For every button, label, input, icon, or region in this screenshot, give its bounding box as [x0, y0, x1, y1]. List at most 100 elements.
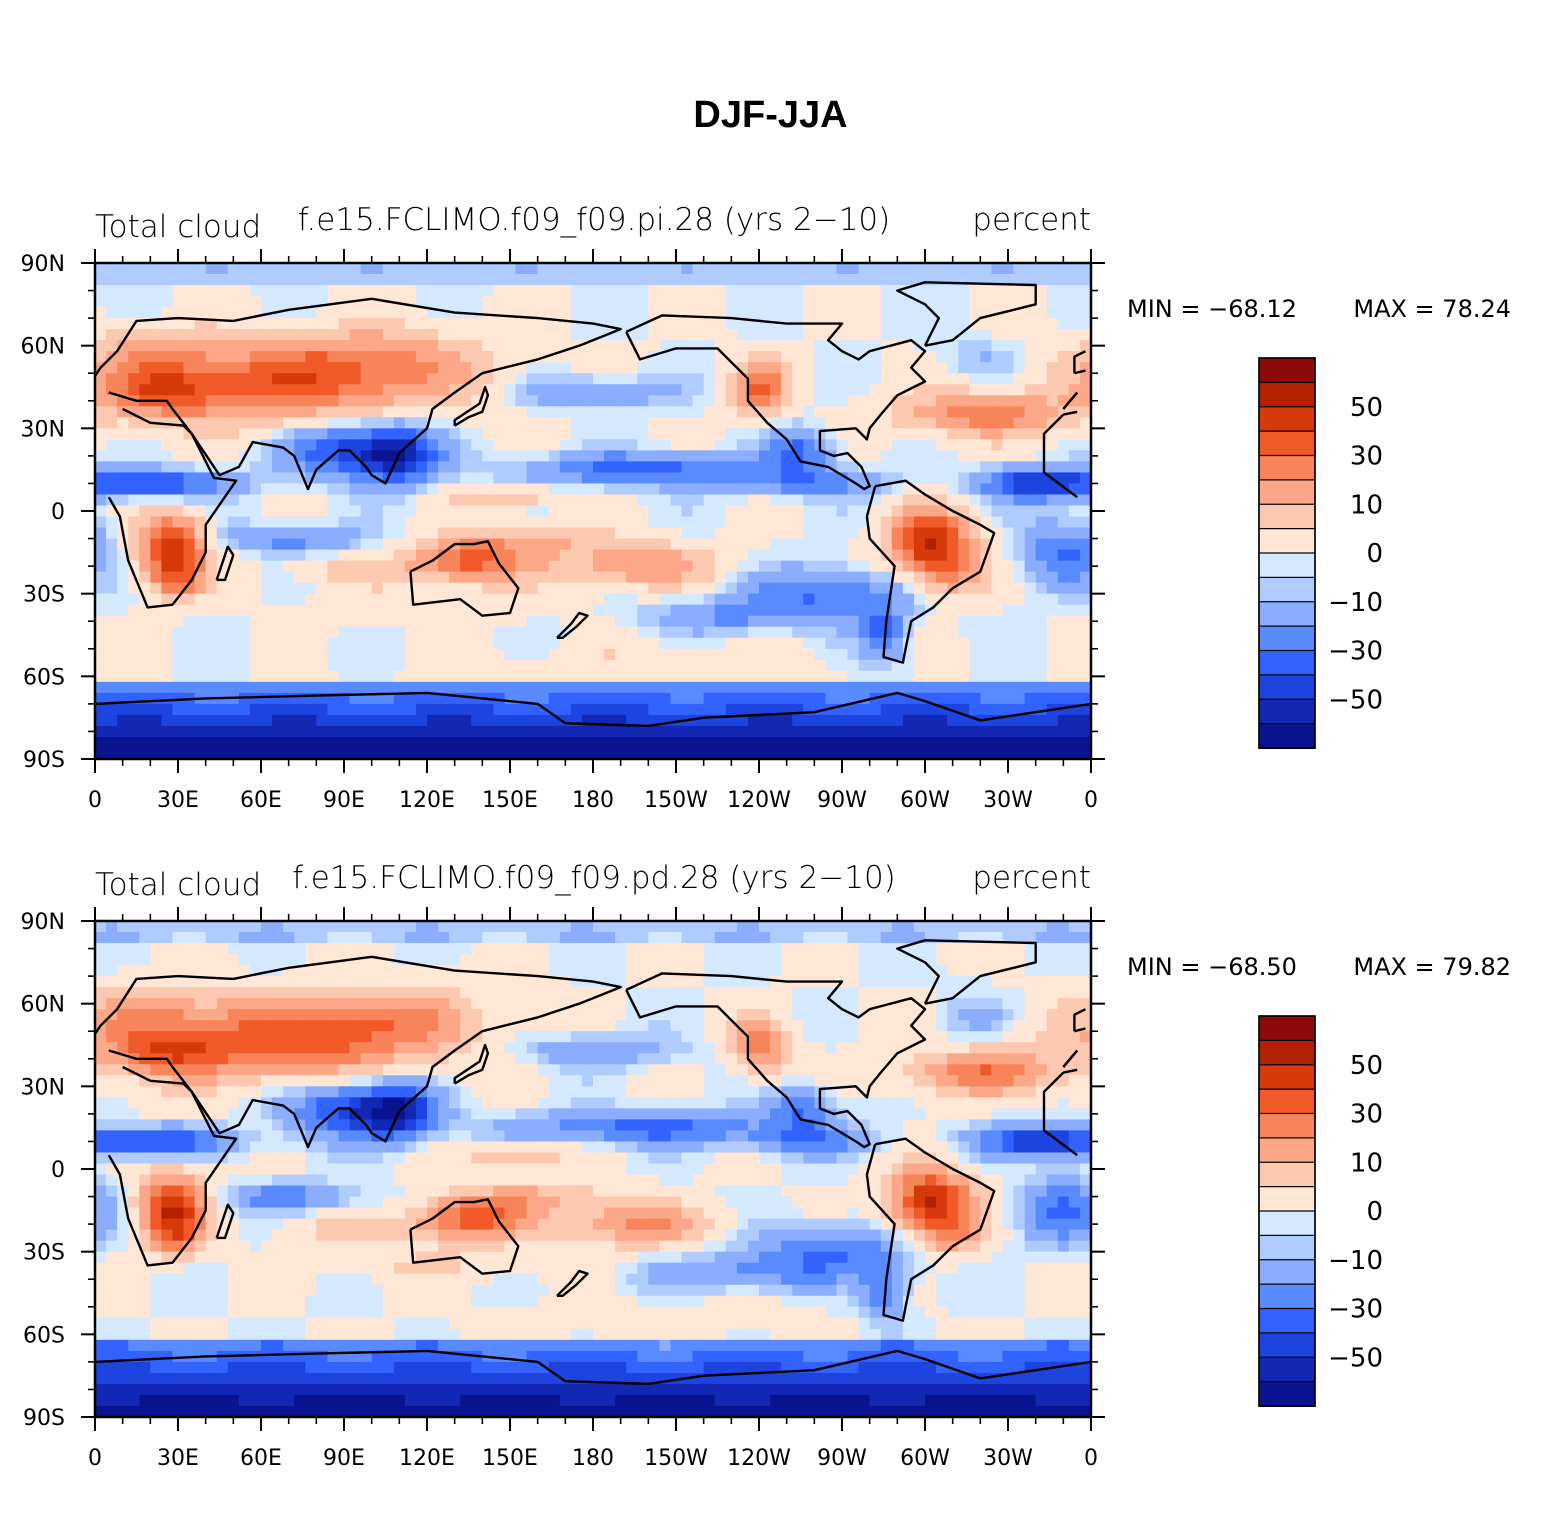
field-cell — [183, 494, 196, 507]
field-cell — [1035, 593, 1048, 606]
field-cell — [659, 714, 672, 727]
field-cell — [626, 593, 638, 606]
field-cell — [283, 637, 295, 650]
field-cell — [825, 395, 838, 407]
field-cell — [570, 406, 583, 418]
field-cell — [913, 593, 926, 606]
field-cell — [803, 615, 815, 628]
field-cell — [172, 648, 185, 661]
field-cell — [880, 747, 893, 759]
field-cell — [272, 976, 284, 988]
field-cell — [781, 681, 793, 694]
field-cell — [902, 527, 915, 540]
field-cell — [261, 943, 273, 955]
field-cell — [803, 626, 815, 639]
field-cell — [216, 943, 229, 955]
field-cell — [891, 296, 904, 308]
field-cell — [958, 648, 970, 661]
field-cell — [1079, 604, 1091, 617]
field-cell — [172, 274, 185, 286]
field-cell — [891, 274, 904, 286]
field-cell — [703, 362, 716, 374]
field-cell — [958, 571, 970, 584]
field-cell — [106, 747, 118, 759]
field-cell — [880, 527, 893, 540]
field-cell — [449, 582, 461, 595]
field-cell — [725, 648, 738, 661]
field-cell — [526, 747, 539, 759]
field-cell — [205, 307, 218, 319]
field-cell — [1024, 329, 1037, 341]
field-cell — [670, 505, 683, 518]
field-cell — [327, 538, 340, 551]
field-cell — [681, 263, 694, 275]
field-cell — [504, 406, 517, 418]
field-cell — [1046, 439, 1059, 451]
field-cell — [648, 472, 660, 485]
field-cell — [570, 604, 583, 617]
field-cell — [1068, 428, 1081, 440]
field-cell — [936, 406, 948, 418]
field-cell — [438, 943, 450, 955]
field-cell — [747, 648, 760, 661]
field-cell — [980, 527, 992, 540]
field-cell — [1013, 296, 1026, 308]
field-cell — [205, 395, 218, 407]
field-cell — [305, 373, 317, 385]
field-cell — [150, 549, 162, 562]
field-cell — [172, 461, 185, 474]
field-cell — [747, 274, 760, 286]
field-cell — [991, 921, 1004, 933]
field-cell — [880, 417, 893, 429]
field-cell — [891, 921, 904, 933]
field-cell — [1068, 943, 1081, 955]
field-cell — [980, 637, 992, 650]
field-cell — [714, 307, 727, 319]
field-cell — [1079, 439, 1091, 451]
field-cell — [360, 406, 373, 418]
field-cell — [205, 472, 218, 485]
field-cell — [183, 351, 196, 363]
field-cell — [626, 560, 638, 573]
field-cell — [526, 648, 539, 661]
field-cell — [714, 450, 727, 462]
field-cell — [316, 943, 328, 955]
field-cell — [238, 494, 251, 507]
field-cell — [161, 921, 174, 933]
field-cell — [714, 274, 727, 286]
field-cell — [515, 670, 528, 683]
field-cell — [1079, 494, 1091, 507]
field-cell — [958, 998, 970, 1010]
field-cell — [891, 692, 904, 705]
field-cell — [1024, 714, 1037, 727]
field-cell — [814, 494, 826, 507]
field-cell — [637, 725, 649, 738]
field-cell — [216, 274, 229, 286]
field-cell — [205, 626, 218, 639]
field-cell — [747, 318, 760, 330]
field-cell — [427, 604, 439, 617]
field-cell — [1035, 263, 1048, 275]
field-cell — [925, 582, 937, 595]
field-cell — [227, 538, 240, 551]
field-cell — [714, 747, 727, 759]
field-cell — [1057, 965, 1070, 977]
field-cell — [526, 340, 539, 352]
field-cell — [482, 395, 494, 407]
field-cell — [847, 725, 860, 738]
field-cell — [969, 921, 981, 933]
field-cell — [526, 670, 539, 683]
field-cell — [360, 505, 373, 518]
field-cell — [438, 604, 450, 617]
field-cell — [1079, 296, 1091, 308]
field-cell — [803, 472, 815, 485]
field-cell — [725, 527, 738, 540]
field-cell — [770, 670, 782, 683]
field-cell — [958, 307, 970, 319]
field-cell — [714, 604, 727, 617]
field-cell — [648, 285, 660, 297]
lon-tick-label: 90E — [323, 788, 365, 813]
field-cell — [714, 998, 727, 1010]
field-cell — [593, 450, 605, 462]
field-cell — [714, 395, 727, 407]
